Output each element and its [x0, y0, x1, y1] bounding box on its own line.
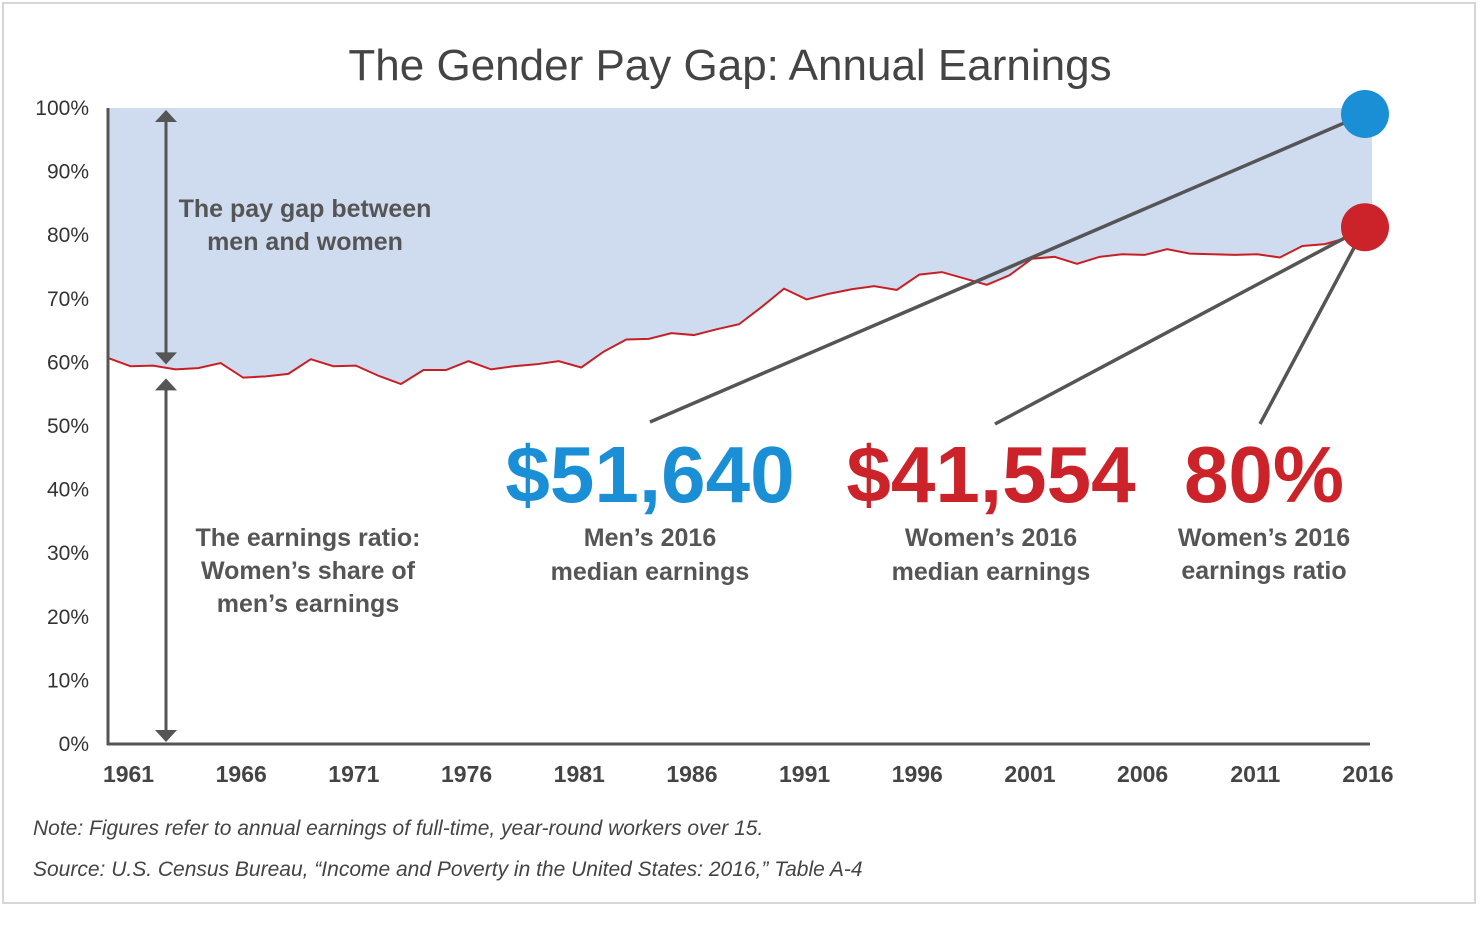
x-tick-label: 1976 — [441, 761, 492, 787]
x-tick-label: 1981 — [554, 761, 605, 787]
x-tick-label: 1991 — [779, 761, 830, 787]
men-label-line2: median earnings — [551, 558, 750, 586]
y-tick-label: 90% — [47, 161, 89, 184]
x-tick-label: 2006 — [1117, 761, 1168, 787]
note-text: Note: Figures refer to annual earnings o… — [33, 817, 763, 840]
y-tick-label: 50% — [47, 415, 89, 438]
men-label-line1: Men’s 2016 — [584, 524, 716, 552]
ratio-label-line3: men’s earnings — [217, 590, 399, 618]
ratio-value-label-line1: Women’s 2016 — [1178, 524, 1350, 552]
chart-frame — [2, 2, 1476, 904]
y-tick-label: 30% — [47, 542, 89, 565]
ratio-value-label-line2: earnings ratio — [1181, 557, 1346, 585]
gap-arrow-head-down — [155, 352, 177, 365]
chart-title: The Gender Pay Gap: Annual Earnings — [348, 41, 1111, 90]
men-earnings-value: $51,640 — [505, 430, 794, 519]
source-text: Source: U.S. Census Bureau, “Income and … — [33, 858, 863, 881]
women-label-line1: Women’s 2016 — [905, 524, 1077, 552]
x-tick-label: 1986 — [666, 761, 717, 787]
y-tick-label: 60% — [47, 351, 89, 374]
gap-label-line1: The pay gap between — [179, 195, 432, 223]
ratio-value: 80% — [1184, 430, 1344, 519]
women-earnings-value: $41,554 — [846, 430, 1136, 519]
x-tick-label: 1971 — [328, 761, 379, 787]
y-tick-label: 10% — [47, 669, 89, 692]
x-tick-label: 2011 — [1230, 761, 1280, 787]
x-tick-label: 1996 — [892, 761, 943, 787]
earnings-ratio-line — [107, 234, 1371, 386]
gap-label-line2: men and women — [207, 228, 403, 256]
men-marker-dot — [1341, 90, 1389, 138]
x-tick-label: 1961 — [103, 761, 154, 787]
women-label-line2: median earnings — [892, 558, 1091, 586]
x-tick-label: 2016 — [1342, 761, 1393, 787]
pay-gap-area — [108, 108, 1372, 385]
y-tick-label: 70% — [47, 288, 89, 311]
ratio-leader-line — [1258, 226, 1367, 425]
ratio-label-line1: The earnings ratio: — [195, 524, 420, 552]
ratio-arrow-head-up — [155, 378, 177, 391]
y-tick-label: 80% — [47, 224, 89, 247]
gap-annotation: The pay gap between men and women — [179, 195, 432, 256]
women-marker-dot — [1341, 203, 1389, 252]
y-tick-label: 100% — [35, 97, 89, 120]
y-tick-label: 20% — [47, 606, 89, 629]
y-tick-label: 40% — [47, 479, 89, 502]
x-tick-label: 1966 — [216, 761, 267, 787]
ratio-annotation: The earnings ratio: Women’s share of men… — [195, 524, 420, 618]
ratio-label-line2: Women’s share of — [201, 557, 416, 585]
ratio-arrow-head-down — [155, 730, 177, 742]
x-tick-label: 2001 — [1004, 761, 1055, 787]
gap-arrow-head-up — [155, 110, 177, 122]
men-leader-line — [649, 112, 1366, 424]
women-leader-line — [994, 225, 1366, 426]
y-tick-label: 0% — [59, 733, 89, 756]
